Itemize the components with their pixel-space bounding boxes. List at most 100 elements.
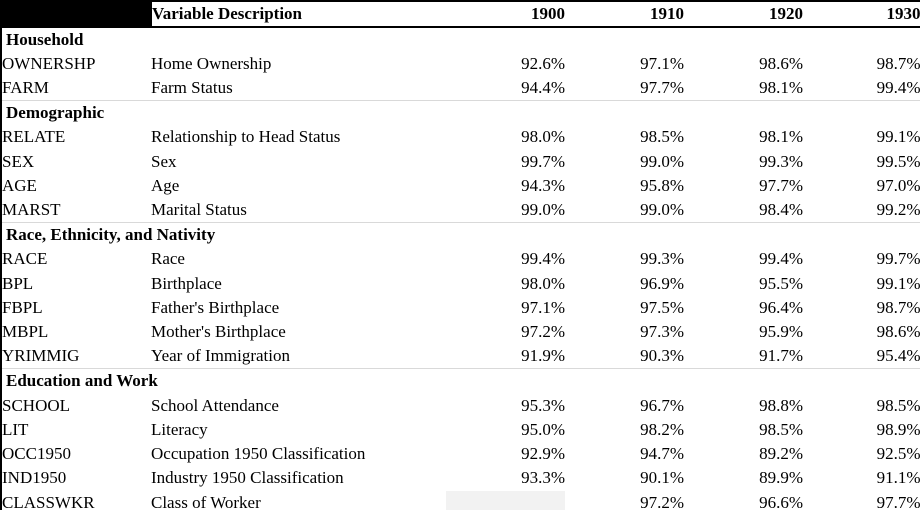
section-header-row: Household <box>1 26 920 52</box>
variable-code-cell: OWNERSHP <box>2 54 96 74</box>
variable-row: MBPL Mother's Birthplace 97.2% 97.3% 95.9% 98… <box>1 320 920 344</box>
value-cell-1900: 94.3% <box>521 176 565 196</box>
section-header-row: Demographic <box>1 100 920 126</box>
value-cell-1930: 91.1% <box>876 468 920 488</box>
variable-description-cell: Mother's Birthplace <box>151 322 286 342</box>
value-cell-1910: 94.7% <box>640 444 684 464</box>
value-cell-1900 <box>446 490 565 510</box>
variable-code-cell: IND1950 <box>2 468 67 488</box>
section-title: Demographic <box>1 100 920 126</box>
value-cell-1910: 90.3% <box>640 346 684 366</box>
value-cell-1930: 98.5% <box>876 395 920 415</box>
variable-row: SCHOOL School Attendance 95.3% 96.7% 98.8% 98… <box>1 393 920 417</box>
variable-description-cell: Occupation 1950 Classification <box>151 444 366 464</box>
value-cell-1900: 97.1% <box>521 297 565 317</box>
variable-code-cell: YRIMMIG <box>2 346 80 366</box>
value-cell-1900: 91.9% <box>521 346 565 366</box>
variable-row: YRIMMIG Year of Immigration 91.9% 90.3% 91.7… <box>1 344 920 369</box>
value-cell-1910: 99.0% <box>640 151 684 171</box>
value-cell-1920: 91.7% <box>759 346 803 366</box>
year-header-1930: 1930 <box>803 0 920 28</box>
value-cell-1920: 95.9% <box>759 322 803 342</box>
value-cell-1900: 98.0% <box>521 273 565 293</box>
value-cell-1920: 98.6% <box>759 54 803 74</box>
value-cell-1900: 99.7% <box>521 151 565 171</box>
value-cell-1920: 89.9% <box>759 468 803 488</box>
value-cell-1920: 95.5% <box>759 273 803 293</box>
header-corner-cell <box>1 0 151 28</box>
value-cell-1910: 90.1% <box>640 468 684 488</box>
value-cell-1930: 98.9% <box>876 419 920 439</box>
value-cell-1910: 98.5% <box>640 127 684 147</box>
value-cell-1910: 95.8% <box>640 176 684 196</box>
variable-row: OCC1950 Occupation 1950 Classification 92.… <box>1 442 920 466</box>
value-cell-1900: 92.6% <box>521 54 565 74</box>
variable-row: BPL Birthplace 98.0% 96.9% 95.5% 99.1% <box>1 271 920 295</box>
value-cell-1930: 99.7% <box>876 249 920 269</box>
variable-row: AGE Age 94.3% 95.8% 97.7% 97.0% <box>1 174 920 198</box>
value-cell-1910: 97.7% <box>640 78 684 98</box>
value-cell-1910: 99.0% <box>640 200 684 220</box>
variable-row: IND1950 Industry 1950 Classification 93.3%… <box>1 466 920 490</box>
value-cell-1920: 98.1% <box>759 78 803 98</box>
value-cell-1920: 96.6% <box>759 492 803 510</box>
value-cell-1920: 99.4% <box>759 249 803 269</box>
variable-code-cell: MARST <box>2 200 61 220</box>
value-cell-1910: 97.5% <box>640 297 684 317</box>
value-cell-1930: 92.5% <box>876 444 920 464</box>
variable-description-cell: Home Ownership <box>151 54 272 74</box>
value-cell-1910: 96.9% <box>640 273 684 293</box>
value-cell-1910: 99.3% <box>640 249 684 269</box>
value-cell-1900: 95.3% <box>521 395 565 415</box>
variable-row: CLASSWKR Class of Worker 97.2% 96.6% 97.7% <box>1 490 920 510</box>
value-cell-1910: 97.1% <box>640 54 684 74</box>
value-cell-1900: 99.4% <box>521 249 565 269</box>
value-cell-1920: 97.7% <box>759 176 803 196</box>
variable-code-cell: CLASSWKR <box>2 492 95 510</box>
variable-description-header: Variable Description <box>150 0 446 28</box>
variable-row: FBPL Father's Birthplace 97.1% 97.5% 96.4% 98… <box>1 296 920 320</box>
value-cell-1900: 94.4% <box>521 78 565 98</box>
variable-row: OWNERSHP Home Ownership 92.6% 97.1% 98.6% 98.… <box>1 52 920 76</box>
variable-code-cell: FARM <box>2 78 49 98</box>
variable-code-cell: BPL <box>2 273 34 293</box>
year-header-1910: 1910 <box>565 0 684 28</box>
variable-description-cell: Birthplace <box>151 273 222 293</box>
variable-row: LIT Literacy 95.0% 98.2% 98.5% 98.9% <box>1 418 920 442</box>
variable-description-cell: Marital Status <box>151 200 247 220</box>
header-row: Variable Description 1900 1910 1920 1930 <box>1 0 920 28</box>
variable-code-cell: LIT <box>2 419 29 439</box>
table-header: Variable Description 1900 1910 1920 1930 <box>1 0 920 28</box>
variable-row: RELATE Relationship to Head Status 98.0% 98… <box>1 125 920 149</box>
table-body: Household OWNERSHP Home Ownership 92.6% 97.1… <box>1 26 920 510</box>
variable-row: FARM Farm Status 94.4% 97.7% 98.1% 99.4% <box>1 76 920 101</box>
value-cell-1930: 98.6% <box>876 322 920 342</box>
variable-code-cell: RACE <box>2 249 48 269</box>
value-cell-1900: 92.9% <box>521 444 565 464</box>
section-title: Education and Work <box>1 368 920 394</box>
value-cell-1920: 99.3% <box>759 151 803 171</box>
variable-description-cell: Literacy <box>151 419 208 439</box>
variable-description-cell: Race <box>151 249 185 269</box>
value-cell-1920: 98.4% <box>759 200 803 220</box>
value-cell-1900: 93.3% <box>521 468 565 488</box>
year-header-1900: 1900 <box>446 0 565 28</box>
value-cell-1930: 97.0% <box>876 176 920 196</box>
value-cell-1930: 99.5% <box>876 151 920 171</box>
variable-description-cell: Relationship to Head Status <box>151 127 341 147</box>
value-cell-1930: 98.7% <box>876 297 920 317</box>
variable-description-cell: School Attendance <box>151 395 279 415</box>
variable-code-cell: SEX <box>2 151 35 171</box>
value-cell-1900: 97.2% <box>521 322 565 342</box>
variable-row: SEX Sex 99.7% 99.0% 99.3% 99.5% <box>1 150 920 174</box>
value-cell-1900: 98.0% <box>521 127 565 147</box>
section-title: Household <box>1 26 920 52</box>
variable-description-cell: Father's Birthplace <box>151 297 280 317</box>
value-cell-1900: 95.0% <box>521 419 565 439</box>
variable-description-cell: Year of Immigration <box>151 346 290 366</box>
section-title: Race, Ethnicity, and Nativity <box>1 222 920 248</box>
variable-row: RACE Race 99.4% 99.3% 99.4% 99.7% <box>1 247 920 271</box>
variable-code-cell: AGE <box>2 176 37 196</box>
variable-description-cell: Industry 1950 Classification <box>151 468 344 488</box>
